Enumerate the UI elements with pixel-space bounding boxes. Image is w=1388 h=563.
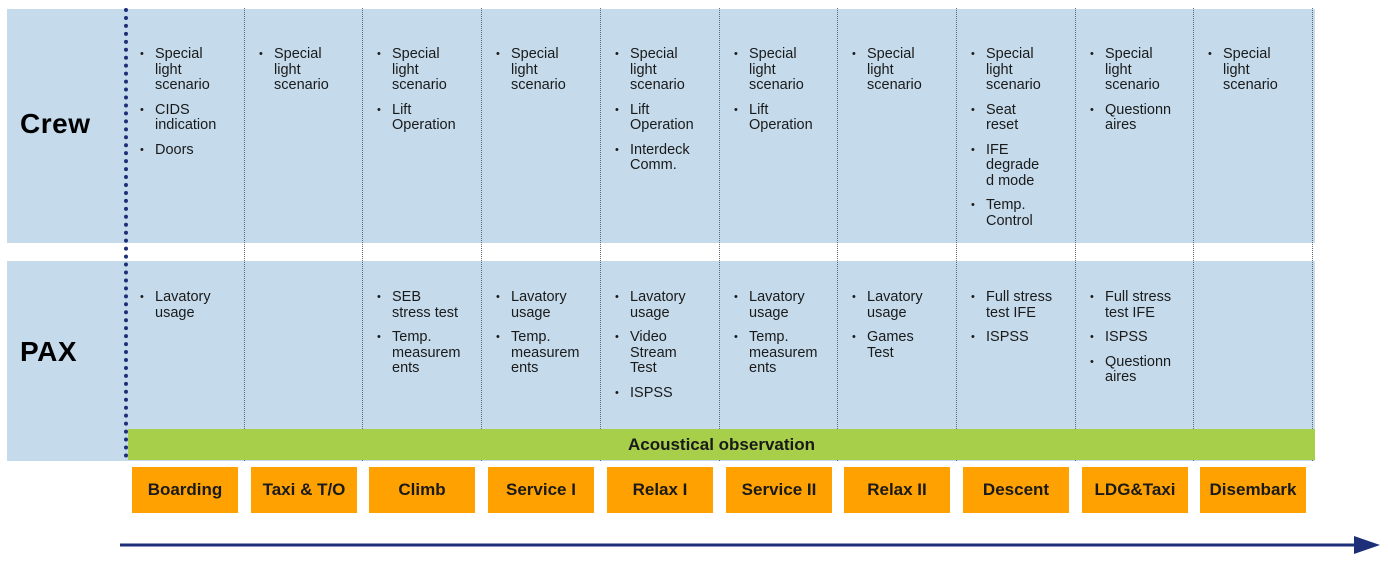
phase-box-4: Service I (488, 467, 594, 513)
crew-activity-item: Lift Operation (734, 102, 835, 134)
pax-cell-7: Lavatory usage Games Test (852, 289, 953, 370)
pax-activity-item: Lavatory usage (852, 289, 953, 321)
crew-activity-item: Special light scenario (1208, 46, 1309, 94)
phase-box-2: Taxi & T/O (251, 467, 357, 513)
timeline-arrow-icon (120, 536, 1380, 554)
crew-cell-9: Special light scenario Questionn aires (1090, 46, 1191, 143)
crew-row-label: Crew (20, 108, 91, 139)
phase-box-10: Disembark (1200, 467, 1306, 513)
pax-activity-item: Lavatory usage (734, 289, 835, 321)
pax-activity-item: Full stress test IFE (1090, 289, 1191, 321)
crew-cell-5: Special light scenario Lift Operation Inte… (615, 46, 716, 183)
pax-cell-4: Lavatory usage Temp. measurem ents (496, 289, 597, 386)
pax-cell-5: Lavatory usage Video Stream Test ISPSS (615, 289, 716, 410)
crew-activity-item: Doors (140, 142, 241, 159)
pax-cell-9: Full stress test IFE ISPSS Questionn aires (1090, 289, 1191, 395)
crew-activity-item: Special light scenario (259, 46, 360, 94)
acoustical-observation-bar: Acoustical observation (128, 429, 1315, 460)
crew-cell-3: Special light scenario Lift Operation (377, 46, 478, 143)
pax-activity-item: Temp. measurem ents (496, 329, 597, 377)
pax-activity-item: Lavatory usage (615, 289, 716, 321)
pax-activity-item: Lavatory usage (496, 289, 597, 321)
crew-activity-item: Interdeck Comm. (615, 142, 716, 174)
column-divider (362, 8, 363, 461)
column-divider (244, 8, 245, 461)
pax-activity-item: Questionn aires (1090, 354, 1191, 386)
crew-activity-item: Seat reset (971, 102, 1072, 134)
crew-cell-1: Special light scenario CIDS indication Doo… (140, 46, 241, 167)
column-divider (1075, 8, 1076, 461)
crew-activity-item: Special light scenario (140, 46, 241, 94)
column-divider (837, 8, 838, 461)
column-divider (719, 8, 720, 461)
pax-cell-3: SEB stress test Temp. measurem ents (377, 289, 478, 386)
phase-box-1: Boarding (132, 467, 238, 513)
crew-cell-7: Special light scenario (852, 46, 953, 103)
crew-cell-2: Special light scenario (259, 46, 360, 103)
phase-box-6: Service II (726, 467, 832, 513)
column-divider (600, 8, 601, 461)
timeline-start-dotted-line (124, 8, 128, 458)
crew-cell-8: Special light scenario Seat reset IFE degr… (971, 46, 1072, 238)
pax-activity-item: Temp. measurem ents (377, 329, 478, 377)
phase-box-8: Descent (963, 467, 1069, 513)
crew-activity-item: Special light scenario (734, 46, 835, 94)
crew-cell-6: Special light scenario Lift Operation (734, 46, 835, 143)
crew-activity-item: Special light scenario (1090, 46, 1191, 94)
crew-activity-item: Lift Operation (377, 102, 478, 134)
crew-cell-4: Special light scenario (496, 46, 597, 103)
phase-box-7: Relax II (844, 467, 950, 513)
pax-cell-8: Full stress test IFE ISPSS (971, 289, 1072, 355)
crew-activity-item: Special light scenario (377, 46, 478, 94)
crew-activity-item: IFE degrade d mode (971, 142, 1072, 190)
phase-box-5: Relax I (607, 467, 713, 513)
crew-activity-item: Lift Operation (615, 102, 716, 134)
crew-activity-item: Questionn aires (1090, 102, 1191, 134)
pax-cell-6: Lavatory usage Temp. measurem ents (734, 289, 835, 386)
crew-activity-item: Special light scenario (852, 46, 953, 94)
column-divider (481, 8, 482, 461)
pax-activity-item: Video Stream Test (615, 329, 716, 377)
phase-box-9: LDG&Taxi (1082, 467, 1188, 513)
pax-activity-item: ISPSS (971, 329, 1072, 346)
phase-box-3: Climb (369, 467, 475, 513)
pax-activity-item: SEB stress test (377, 289, 478, 321)
pax-activity-item: ISPSS (615, 385, 716, 402)
crew-activity-item: CIDS indication (140, 102, 241, 134)
pax-activity-item: ISPSS (1090, 329, 1191, 346)
pax-activity-item: Full stress test IFE (971, 289, 1072, 321)
pax-activity-item: Temp. measurem ents (734, 329, 835, 377)
pax-row-label: PAX (20, 336, 77, 367)
crew-activity-item: Temp. Control (971, 197, 1072, 229)
column-divider (1312, 8, 1313, 461)
pax-cell-1: Lavatory usage (140, 289, 241, 330)
pax-activity-item: Lavatory usage (140, 289, 241, 321)
crew-activity-item: Special light scenario (971, 46, 1072, 94)
column-divider (956, 8, 957, 461)
pax-activity-item: Games Test (852, 329, 953, 361)
crew-activity-item: Special light scenario (496, 46, 597, 94)
column-divider (1193, 8, 1194, 461)
crew-cell-10: Special light scenario (1208, 46, 1309, 103)
crew-activity-item: Special light scenario (615, 46, 716, 94)
